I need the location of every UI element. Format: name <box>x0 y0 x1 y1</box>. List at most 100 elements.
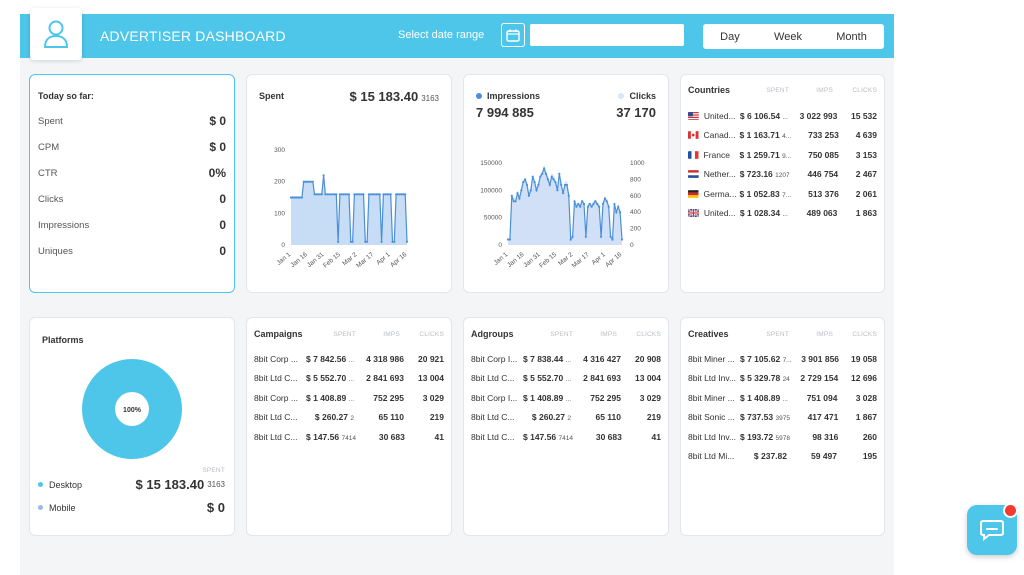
spent-point[interactable] <box>351 240 354 243</box>
impressions-point[interactable] <box>510 194 513 197</box>
impressions-point[interactable] <box>594 200 597 203</box>
impressions-point[interactable] <box>613 202 616 206</box>
impressions-point[interactable] <box>620 238 624 241</box>
table-row[interactable]: 8bit Miner ... $ 7 105.62 7... 3 901 856 19… <box>688 349 877 369</box>
impressions-point[interactable] <box>605 200 608 203</box>
spent-point[interactable] <box>382 193 385 196</box>
spent-point[interactable] <box>309 180 312 183</box>
spent-point[interactable] <box>369 193 372 196</box>
impressions-point[interactable] <box>512 200 515 203</box>
impressions-point[interactable] <box>514 200 517 203</box>
spent-point[interactable] <box>313 193 316 196</box>
spent-point[interactable] <box>293 196 296 199</box>
spent-point[interactable] <box>335 193 338 196</box>
spent-point[interactable] <box>391 240 394 243</box>
spent-point[interactable] <box>360 193 363 196</box>
impressions-point[interactable] <box>524 178 527 181</box>
table-row[interactable]: 8bit Ltd Mi... $ 237.82 59 497 195 <box>688 447 877 467</box>
impressions-point[interactable] <box>548 183 551 186</box>
spent-point[interactable] <box>306 180 309 183</box>
logo[interactable] <box>30 8 82 60</box>
impressions-point[interactable] <box>603 197 606 200</box>
spent-point[interactable] <box>342 193 345 196</box>
spent-point[interactable] <box>347 193 351 196</box>
impressions-point[interactable] <box>556 189 559 192</box>
spent-point[interactable] <box>378 193 381 196</box>
table-row[interactable]: 8bit Corp I... $ 7 838.44 ... 4 316 427 20 … <box>471 349 661 369</box>
impressions-point[interactable] <box>518 197 521 200</box>
impressions-point[interactable] <box>544 172 548 175</box>
impressions-point[interactable] <box>577 202 580 206</box>
impressions-point[interactable] <box>592 202 595 206</box>
spent-point[interactable] <box>357 193 360 196</box>
spent-point[interactable] <box>380 240 383 243</box>
table-row[interactable]: 8bit Ltd C... $ 5 552.70 ... 2 841 693 13 0… <box>254 369 444 389</box>
impressions-point[interactable] <box>600 235 603 238</box>
platform-row-mobile[interactable]: Mobile $ 0 <box>38 500 225 515</box>
spent-point[interactable] <box>355 193 358 196</box>
impressions-point[interactable] <box>541 172 544 175</box>
impressions-point[interactable] <box>527 194 530 197</box>
impressions-point[interactable] <box>619 211 622 214</box>
impressions-point[interactable] <box>617 205 620 208</box>
impressions-point[interactable] <box>596 202 599 206</box>
impressions-point[interactable] <box>582 202 586 206</box>
table-row[interactable]: France $ 1 259.71 9... 750 085 3 153 <box>688 145 877 165</box>
table-row[interactable]: 8bit Corp ... $ 7 842.56 ... 4 318 986 20 9… <box>254 349 444 369</box>
impressions-point[interactable] <box>558 172 561 175</box>
spent-point[interactable] <box>375 193 378 196</box>
impressions-point[interactable] <box>601 202 605 206</box>
spent-point[interactable] <box>362 193 365 196</box>
spent-point[interactable] <box>338 193 341 196</box>
spent-point[interactable] <box>304 180 307 183</box>
impressions-point[interactable] <box>569 238 572 241</box>
spent-point[interactable] <box>396 193 399 196</box>
period-day-button[interactable]: Day <box>720 30 740 43</box>
spent-point[interactable] <box>366 240 369 243</box>
spent-point[interactable] <box>322 174 325 177</box>
table-row[interactable]: 8bit Ltd C... $ 5 552.70 ... 2 841 693 13 0… <box>471 369 661 389</box>
impressions-point[interactable] <box>611 238 614 241</box>
impressions-point[interactable] <box>573 200 576 203</box>
spent-point[interactable] <box>297 196 300 199</box>
spent-point[interactable] <box>405 240 409 243</box>
spent-point[interactable] <box>331 193 334 196</box>
impressions-point[interactable] <box>560 183 563 186</box>
spent-point[interactable] <box>364 240 367 243</box>
spent-point[interactable] <box>333 193 336 196</box>
impressions-point[interactable] <box>550 175 553 178</box>
table-row[interactable]: 8bit Ltd C... $ 260.27 2 65 110 219 <box>471 408 661 428</box>
table-row[interactable]: 8bit Ltd C... $ 147.56 7414 30 683 41 <box>254 427 444 447</box>
impressions-point[interactable] <box>571 235 574 238</box>
impressions-point[interactable] <box>579 205 582 208</box>
impressions-point[interactable] <box>563 183 567 186</box>
impressions-point[interactable] <box>529 189 532 192</box>
impressions-point[interactable] <box>537 183 540 186</box>
impressions-point[interactable] <box>525 183 529 186</box>
spent-point[interactable] <box>299 196 302 199</box>
spent-point[interactable] <box>308 180 311 183</box>
impressions-point[interactable] <box>546 178 549 181</box>
spent-point[interactable] <box>295 196 298 199</box>
spent-point[interactable] <box>340 193 343 196</box>
impressions-point[interactable] <box>543 167 546 170</box>
impressions-point[interactable] <box>581 200 584 203</box>
spent-point[interactable] <box>386 193 389 196</box>
spent-point[interactable] <box>376 193 380 196</box>
date-range-input[interactable] <box>530 24 684 46</box>
impressions-point[interactable] <box>533 181 536 184</box>
table-row[interactable]: 8bit Ltd C... $ 260.27 2 65 110 219 <box>254 408 444 428</box>
impressions-point[interactable] <box>522 181 525 184</box>
spent-point[interactable] <box>329 193 332 196</box>
spent-point[interactable] <box>373 193 376 196</box>
impressions-point[interactable] <box>607 205 610 208</box>
spent-point[interactable] <box>349 240 352 243</box>
impressions-point[interactable] <box>598 205 601 208</box>
table-row[interactable]: 8bit Ltd C... $ 147.56 7414 30 683 41 <box>471 427 661 447</box>
impressions-point[interactable] <box>615 211 618 214</box>
spent-point[interactable] <box>318 193 322 196</box>
table-row[interactable]: Canad... $ 1 163.71 4... 733 253 4 639 <box>688 126 877 146</box>
impressions-point[interactable] <box>508 238 511 241</box>
impressions-point[interactable] <box>562 192 565 195</box>
spent-point[interactable] <box>289 196 293 199</box>
